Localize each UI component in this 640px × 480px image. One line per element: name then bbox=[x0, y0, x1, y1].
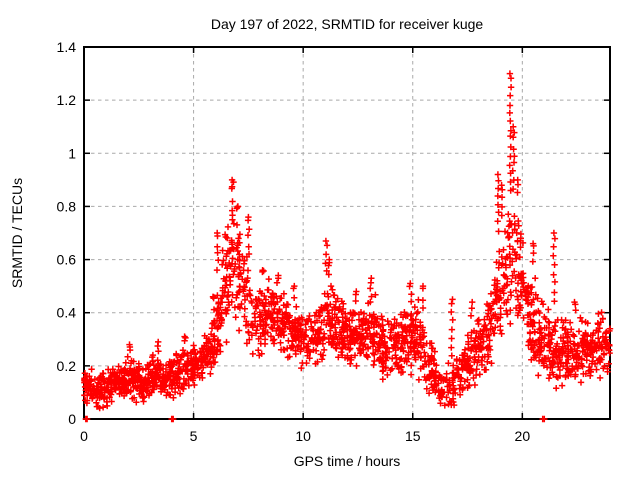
y-tick-label: 0.6 bbox=[57, 252, 77, 268]
x-tick-label: 5 bbox=[190, 428, 198, 444]
y-axis-label: SRMTID / TECUs bbox=[9, 178, 25, 288]
chart-title: Day 197 of 2022, SRMTID for receiver kug… bbox=[211, 16, 484, 32]
plot-border-and-ticks bbox=[83, 46, 611, 420]
tick-labels: 0 5 10 15 20 0 0.2 0.4 0.6 0.8 1 1.2 1.4 bbox=[57, 39, 531, 444]
y-tick-label: 1 bbox=[68, 145, 76, 161]
scatter-points bbox=[81, 70, 614, 423]
x-tick-label: 0 bbox=[80, 428, 88, 444]
x-tick-label: 20 bbox=[515, 428, 531, 444]
plot-border bbox=[83, 46, 611, 420]
x-axis-label: GPS time / hours bbox=[294, 453, 401, 469]
y-tick-label: 1.4 bbox=[57, 39, 77, 55]
y-tick-label: 0.8 bbox=[57, 198, 77, 214]
scatter-data-markers bbox=[81, 70, 614, 423]
x-tick-label: 15 bbox=[405, 428, 421, 444]
y-tick-label: 0 bbox=[68, 411, 76, 427]
y-tick-label: 0.2 bbox=[57, 358, 77, 374]
y-tick-label: 0.4 bbox=[57, 305, 77, 321]
y-tick-label: 1.2 bbox=[57, 92, 77, 108]
x-tick-label: 10 bbox=[295, 428, 311, 444]
